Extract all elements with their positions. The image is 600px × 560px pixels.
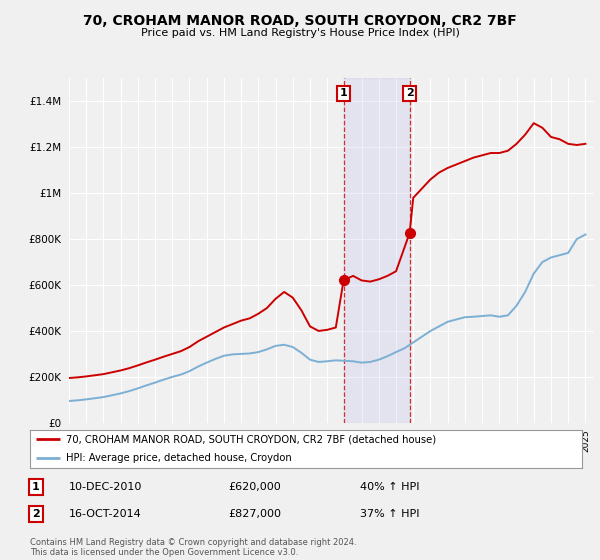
Text: 2: 2 bbox=[406, 88, 413, 99]
Text: 2: 2 bbox=[32, 509, 40, 519]
Text: 70, CROHAM MANOR ROAD, SOUTH CROYDON, CR2 7BF: 70, CROHAM MANOR ROAD, SOUTH CROYDON, CR… bbox=[83, 14, 517, 28]
Text: Price paid vs. HM Land Registry's House Price Index (HPI): Price paid vs. HM Land Registry's House … bbox=[140, 28, 460, 38]
Text: HPI: Average price, detached house, Croydon: HPI: Average price, detached house, Croy… bbox=[66, 453, 292, 463]
Text: Contains HM Land Registry data © Crown copyright and database right 2024.
This d: Contains HM Land Registry data © Crown c… bbox=[30, 538, 356, 557]
Bar bbox=[344, 78, 410, 423]
Text: 16-OCT-2014: 16-OCT-2014 bbox=[69, 509, 142, 519]
Text: 1: 1 bbox=[340, 88, 347, 99]
Text: 1: 1 bbox=[32, 482, 40, 492]
Text: 70, CROHAM MANOR ROAD, SOUTH CROYDON, CR2 7BF (detached house): 70, CROHAM MANOR ROAD, SOUTH CROYDON, CR… bbox=[66, 434, 436, 444]
Text: £620,000: £620,000 bbox=[228, 482, 281, 492]
Text: 37% ↑ HPI: 37% ↑ HPI bbox=[360, 509, 419, 519]
Text: 10-DEC-2010: 10-DEC-2010 bbox=[69, 482, 142, 492]
Text: £827,000: £827,000 bbox=[228, 509, 281, 519]
Text: 40% ↑ HPI: 40% ↑ HPI bbox=[360, 482, 419, 492]
